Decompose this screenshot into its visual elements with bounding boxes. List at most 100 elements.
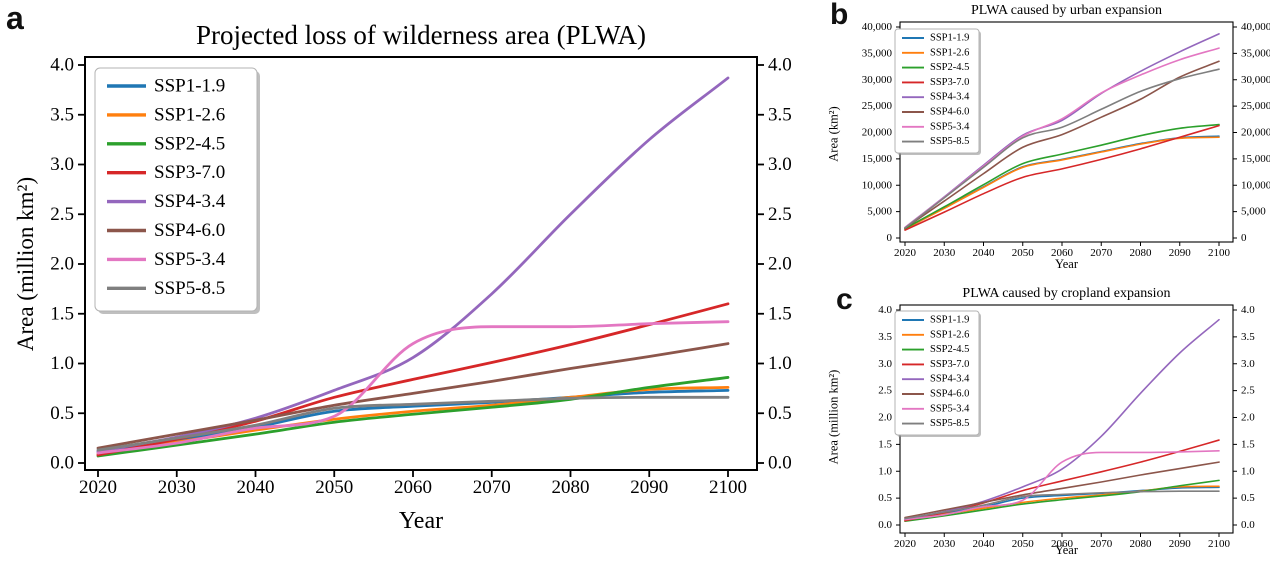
x-axis-tick-label: 2060 bbox=[1051, 247, 1074, 259]
legend-item: SSP2-4.5 bbox=[902, 344, 969, 355]
series-line-SSP1-2.6 bbox=[904, 136, 1220, 230]
y-axis-tick-label-left: 1.0 bbox=[878, 465, 892, 477]
y-axis-tick-label-left: 4.0 bbox=[878, 304, 892, 316]
y-axis-tick-label-right: 0.5 bbox=[768, 403, 792, 424]
y-axis-tick-label-left: 0 bbox=[887, 232, 893, 244]
panel-label-c: c bbox=[836, 283, 853, 316]
legend-label: SSP5-8.5 bbox=[930, 136, 969, 147]
legend-label: SSP5-3.4 bbox=[930, 403, 970, 414]
y-axis-tick-label-right: 3.0 bbox=[1241, 358, 1255, 370]
series-line-SSP4-6.0 bbox=[904, 60, 1220, 229]
legend-item: SSP1-2.6 bbox=[902, 47, 969, 58]
axes: 2020 2030 2040 2050 2060 2070 2080 2090 2100 0 0 5,… bbox=[862, 21, 1270, 259]
plot-lines bbox=[904, 33, 1220, 231]
legend-label: SSP5-8.5 bbox=[930, 418, 969, 429]
chart-a-xlabel: Year bbox=[398, 508, 444, 534]
legend: SSP1-1.9 SSP1-2.6 SSP2-4.5 SSP3-7.0 SSP4-3.4… bbox=[894, 310, 981, 437]
legend-item: SSP1-2.6 bbox=[902, 329, 969, 340]
legend-label: SSP4-6.0 bbox=[930, 107, 969, 118]
x-axis-tick-label: 2050 bbox=[1012, 538, 1035, 550]
x-axis-tick-label: 2020 bbox=[894, 247, 917, 259]
legend-item: SSP3-7.0 bbox=[902, 359, 969, 370]
x-axis-tick-label: 2040 bbox=[237, 477, 275, 498]
panel-label-b: b bbox=[830, 0, 849, 31]
legend-label: SSP4-3.4 bbox=[154, 191, 226, 212]
panel-label-a: a bbox=[6, 0, 24, 36]
y-axis-tick-label-left: 40,000 bbox=[862, 21, 893, 33]
x-axis-tick-label: 2040 bbox=[973, 538, 996, 550]
y-axis-tick-label-right: 3.0 bbox=[768, 154, 792, 175]
y-axis-tick-label-left: 1.0 bbox=[50, 353, 74, 374]
chart-c-title: PLWA caused by cropland expansion bbox=[962, 286, 1171, 301]
legend-item: SSP2-4.5 bbox=[107, 133, 225, 154]
legend-label: SSP1-1.9 bbox=[930, 33, 969, 44]
legend-label: SSP3-7.0 bbox=[930, 359, 969, 370]
y-axis-tick-label-left: 3.0 bbox=[50, 154, 74, 175]
y-axis-tick-label-right: 4.0 bbox=[1241, 304, 1255, 316]
y-axis-tick-label-right: 30,000 bbox=[1241, 74, 1270, 86]
y-axis-tick-label-left: 0.5 bbox=[50, 403, 74, 424]
x-axis-tick-label: 2060 bbox=[394, 477, 432, 498]
x-axis-tick-label: 2100 bbox=[1208, 247, 1231, 259]
y-axis-tick-label-left: 25,000 bbox=[862, 100, 893, 112]
legend-label: SSP5-3.4 bbox=[930, 121, 970, 132]
y-axis-tick-label-right: 2.0 bbox=[768, 254, 792, 275]
legend-item: SSP5-3.4 bbox=[107, 249, 226, 270]
x-axis-tick-label: 2090 bbox=[1169, 247, 1192, 259]
legend-item: SSP5-3.4 bbox=[902, 121, 970, 132]
y-axis-tick-label-left: 0.5 bbox=[878, 492, 892, 504]
y-axis-tick-label-left: 2.5 bbox=[50, 204, 74, 225]
y-axis-tick-label-left: 2.5 bbox=[878, 385, 892, 397]
y-axis-tick-label-left: 2.0 bbox=[50, 254, 74, 275]
y-axis-tick-label-right: 1.0 bbox=[768, 353, 792, 374]
legend-label: SSP5-3.4 bbox=[154, 249, 226, 270]
y-axis-tick-label-right: 0.0 bbox=[768, 453, 792, 474]
series-line-SSP5-8.5 bbox=[904, 490, 1220, 520]
y-axis-tick-label-right: 3.5 bbox=[1241, 331, 1255, 343]
series-line-SSP2-4.5 bbox=[904, 123, 1220, 230]
chart-a-plot: 2020 2030 2040 2050 2060 2070 2080 2090 2100 0.0 0… bbox=[50, 55, 792, 498]
chart-a-title: Projected loss of wilderness area (PLWA) bbox=[195, 20, 647, 50]
legend-label: SSP4-6.0 bbox=[930, 389, 969, 400]
legend-label: SSP5-8.5 bbox=[154, 278, 225, 299]
y-axis-tick-label-left: 20,000 bbox=[862, 127, 893, 139]
legend-item: SSP5-8.5 bbox=[902, 136, 969, 147]
legend-label: SSP1-2.6 bbox=[154, 104, 225, 125]
y-axis-tick-label-right: 1.5 bbox=[1241, 438, 1255, 450]
legend-label: SSP1-1.9 bbox=[930, 315, 969, 326]
legend-item: SSP4-3.4 bbox=[107, 191, 226, 212]
legend-label: SSP4-3.4 bbox=[930, 92, 970, 103]
y-axis-tick-label-left: 3.0 bbox=[878, 358, 892, 370]
legend-item: SSP3-7.0 bbox=[107, 162, 225, 183]
y-axis-tick-label-left: 1.5 bbox=[50, 303, 74, 324]
x-axis-tick-label: 2060 bbox=[1051, 538, 1074, 550]
y-axis-tick-label-right: 1.0 bbox=[1241, 465, 1255, 477]
legend-item: SSP5-8.5 bbox=[107, 278, 225, 299]
legend-item: SSP4-3.4 bbox=[902, 374, 970, 385]
y-axis-tick-label-left: 1.5 bbox=[878, 438, 892, 450]
y-axis-tick-label-right: 20,000 bbox=[1241, 127, 1270, 139]
legend-item: SSP1-1.9 bbox=[107, 76, 225, 97]
panel-b: b PLWA caused by urban expansion Area (k… bbox=[820, 0, 1270, 282]
x-axis-tick-label: 2090 bbox=[1169, 538, 1192, 550]
x-axis-tick-label: 2080 bbox=[552, 477, 590, 498]
x-axis-tick-label: 2040 bbox=[973, 247, 996, 259]
legend-item: SSP2-4.5 bbox=[902, 62, 969, 73]
legend-label: SSP1-2.6 bbox=[930, 329, 969, 340]
y-axis-tick-label-right: 5,000 bbox=[1241, 206, 1266, 218]
series-line-SSP5-3.4 bbox=[904, 450, 1220, 521]
y-axis-tick-label-left: 30,000 bbox=[862, 74, 893, 86]
y-axis-tick-label-left: 35,000 bbox=[862, 47, 893, 59]
chart-b-plot: 2020 2030 2040 2050 2060 2070 2080 2090 2100 0 0 5,… bbox=[862, 21, 1270, 259]
y-axis-tick-label-left: 3.5 bbox=[50, 104, 74, 125]
panel-c: c PLWA caused by cropland expansion Area… bbox=[820, 283, 1270, 565]
legend-box bbox=[894, 310, 980, 436]
series-line-SSP4-3.4 bbox=[96, 76, 730, 453]
legend-label: SSP4-3.4 bbox=[930, 374, 970, 385]
y-axis-tick-label-right: 35,000 bbox=[1241, 47, 1270, 59]
y-axis-tick-label-right: 15,000 bbox=[1241, 153, 1270, 165]
x-axis-tick-label: 2070 bbox=[1090, 247, 1113, 259]
y-axis-tick-label-right: 2.0 bbox=[1241, 412, 1255, 424]
legend: SSP1-1.9 SSP1-2.6 SSP2-4.5 SSP3-7.0 SSP4-3.4… bbox=[94, 67, 260, 314]
